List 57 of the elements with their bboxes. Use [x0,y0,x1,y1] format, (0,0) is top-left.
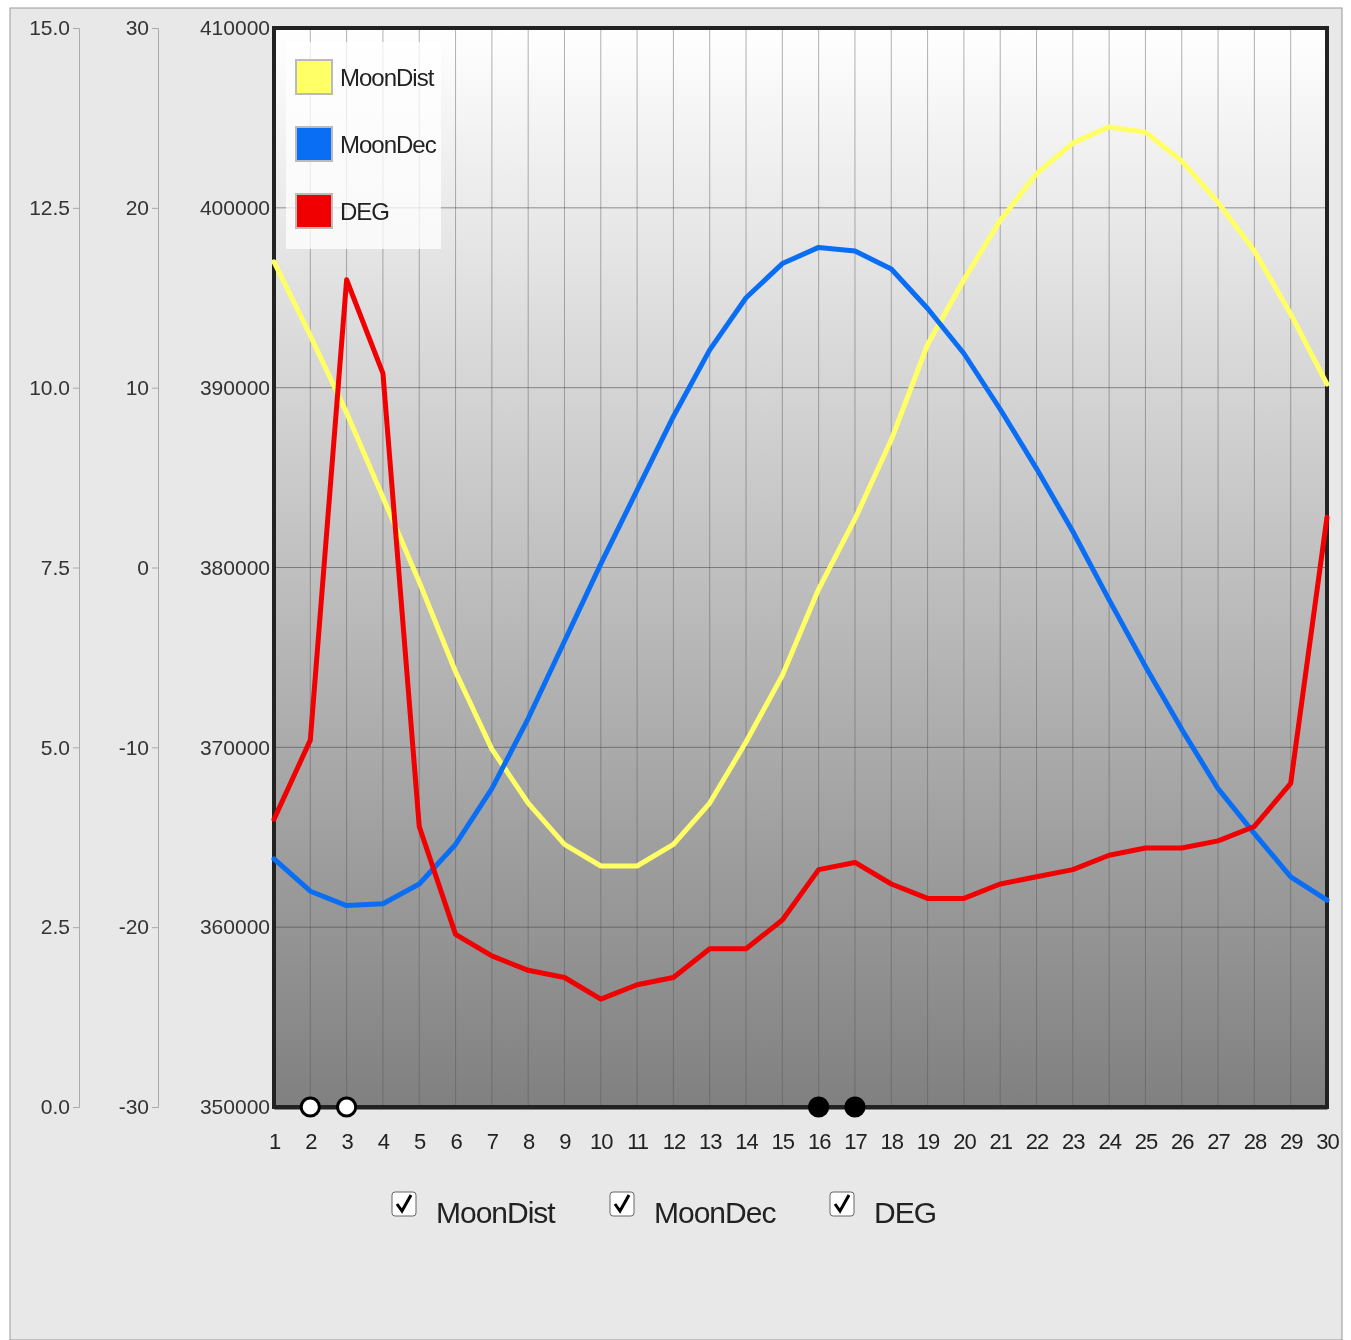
y2-tick-label: 5.0 [40,735,70,759]
x-tick-label: 8 [523,1128,536,1154]
y3-tick-label: -30 [118,1095,149,1119]
x-tick-label: 24 [1098,1128,1122,1154]
x-tick-label: 27 [1207,1128,1231,1154]
x-tick-label: 11 [627,1128,649,1154]
text: MoonDist [436,1196,555,1229]
y3-tick-label: -20 [118,915,149,939]
x-tick-label: 25 [1134,1128,1158,1154]
y2-tick-label: 7.5 [40,555,70,579]
y-tick-label: 380000 [199,555,270,579]
y-tick-label: 400000 [199,196,270,220]
x-tick-label: 20 [953,1128,977,1154]
y2-tick-label: 12.5 [29,196,70,220]
x-tick-label: 15 [771,1128,795,1154]
y3-tick-label: 20 [125,196,149,220]
y-tick-label: 350000 [199,1095,270,1119]
legend-label: MoonDist [340,64,435,91]
x-tick-label: 4 [377,1128,390,1154]
y-tick-label: 410000 [199,16,270,40]
y2-tick-label: 0.0 [40,1095,70,1119]
y2-tick-label: 15.0 [29,16,70,40]
x-tick-label: 22 [1025,1128,1050,1154]
x-tick-label: 30 [1316,1128,1340,1154]
x-tick-label: 18 [880,1128,904,1154]
y3-tick-label: 0 [137,555,149,579]
x-tick-label: 26 [1171,1128,1195,1154]
y2-tick-label: 10.0 [29,375,70,399]
x-tick-label: 21 [989,1128,1013,1154]
y-tick-label: 390000 [199,375,270,399]
x-tick-label: 28 [1243,1128,1267,1154]
x-tick-label: 7 [486,1128,499,1154]
x-tick-label: 23 [1062,1128,1086,1154]
y-tick-label: 360000 [199,915,270,939]
x-tick-label: 16 [807,1128,832,1154]
legend-label: MoonDec [340,131,437,158]
x-tick-label: 6 [450,1128,463,1154]
x-tick-label: 9 [559,1128,572,1154]
text: DEG [874,1196,937,1229]
x-tick-label: 14 [735,1128,759,1154]
x-tick-label: 1 [268,1128,281,1154]
y2-tick-label: 2.5 [40,915,70,939]
x-tick-label: 12 [662,1128,686,1154]
text: MoonDec [654,1196,776,1229]
y3-tick-label: 30 [125,16,149,40]
x-tick-label: 5 [414,1128,427,1154]
x-tick-label: 2 [305,1128,318,1154]
x-tick-label: 3 [341,1128,354,1154]
x-tick-label: 13 [698,1128,723,1154]
y3-tick-label: 10 [125,375,149,399]
x-tick-label: 10 [590,1128,614,1154]
x-tick-label: 19 [916,1128,941,1154]
legend-label: DEG [340,198,390,225]
y3-tick-label: -10 [118,735,149,759]
x-tick-label: 29 [1279,1128,1304,1154]
x-tick-label: 17 [844,1128,868,1154]
y-tick-label: 370000 [199,735,270,759]
